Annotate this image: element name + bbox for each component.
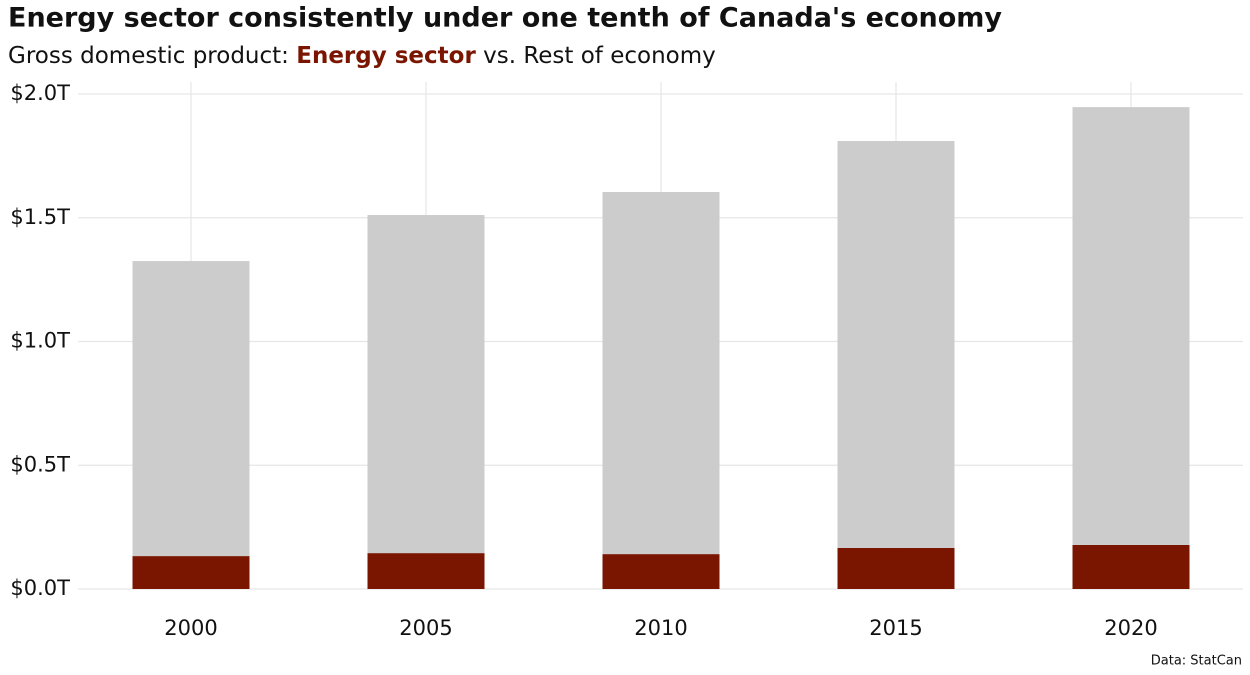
bar-segment <box>602 192 720 555</box>
legend-rest: Rest of economy <box>523 43 715 69</box>
chart-title: Energy sector consistently under one ten… <box>8 3 1002 34</box>
y-tick-label: $1.5T <box>10 205 70 229</box>
bar-segment <box>367 215 485 554</box>
y-tick-label: $1.0T <box>10 329 70 353</box>
subtitle-joiner: vs. <box>483 43 516 69</box>
y-tick-label: $0.0T <box>10 576 70 600</box>
x-tick-label: 2000 <box>164 616 217 640</box>
bar-segment <box>367 553 485 589</box>
x-tick-label: 2020 <box>1104 616 1157 640</box>
y-tick-label: $2.0T <box>10 81 70 105</box>
x-tick-label: 2015 <box>869 616 922 640</box>
legend-energy: Energy sector <box>296 43 476 69</box>
bar-segment <box>837 141 955 548</box>
bar-segment <box>602 554 720 589</box>
chart-subtitle: Gross domestic product: Energy sector vs… <box>8 43 716 69</box>
source-note: Data: StatCan <box>1151 654 1242 669</box>
bar-segment <box>1072 544 1190 589</box>
bar-segment <box>837 547 955 589</box>
bar-segment <box>132 261 250 557</box>
x-tick-label: 2005 <box>399 616 452 640</box>
bar-segment <box>1072 107 1190 545</box>
bar-segment <box>132 556 250 589</box>
x-tick-label: 2010 <box>634 616 687 640</box>
subtitle-prefix: Gross domestic product: <box>8 43 289 69</box>
y-tick-label: $0.5T <box>10 452 70 476</box>
